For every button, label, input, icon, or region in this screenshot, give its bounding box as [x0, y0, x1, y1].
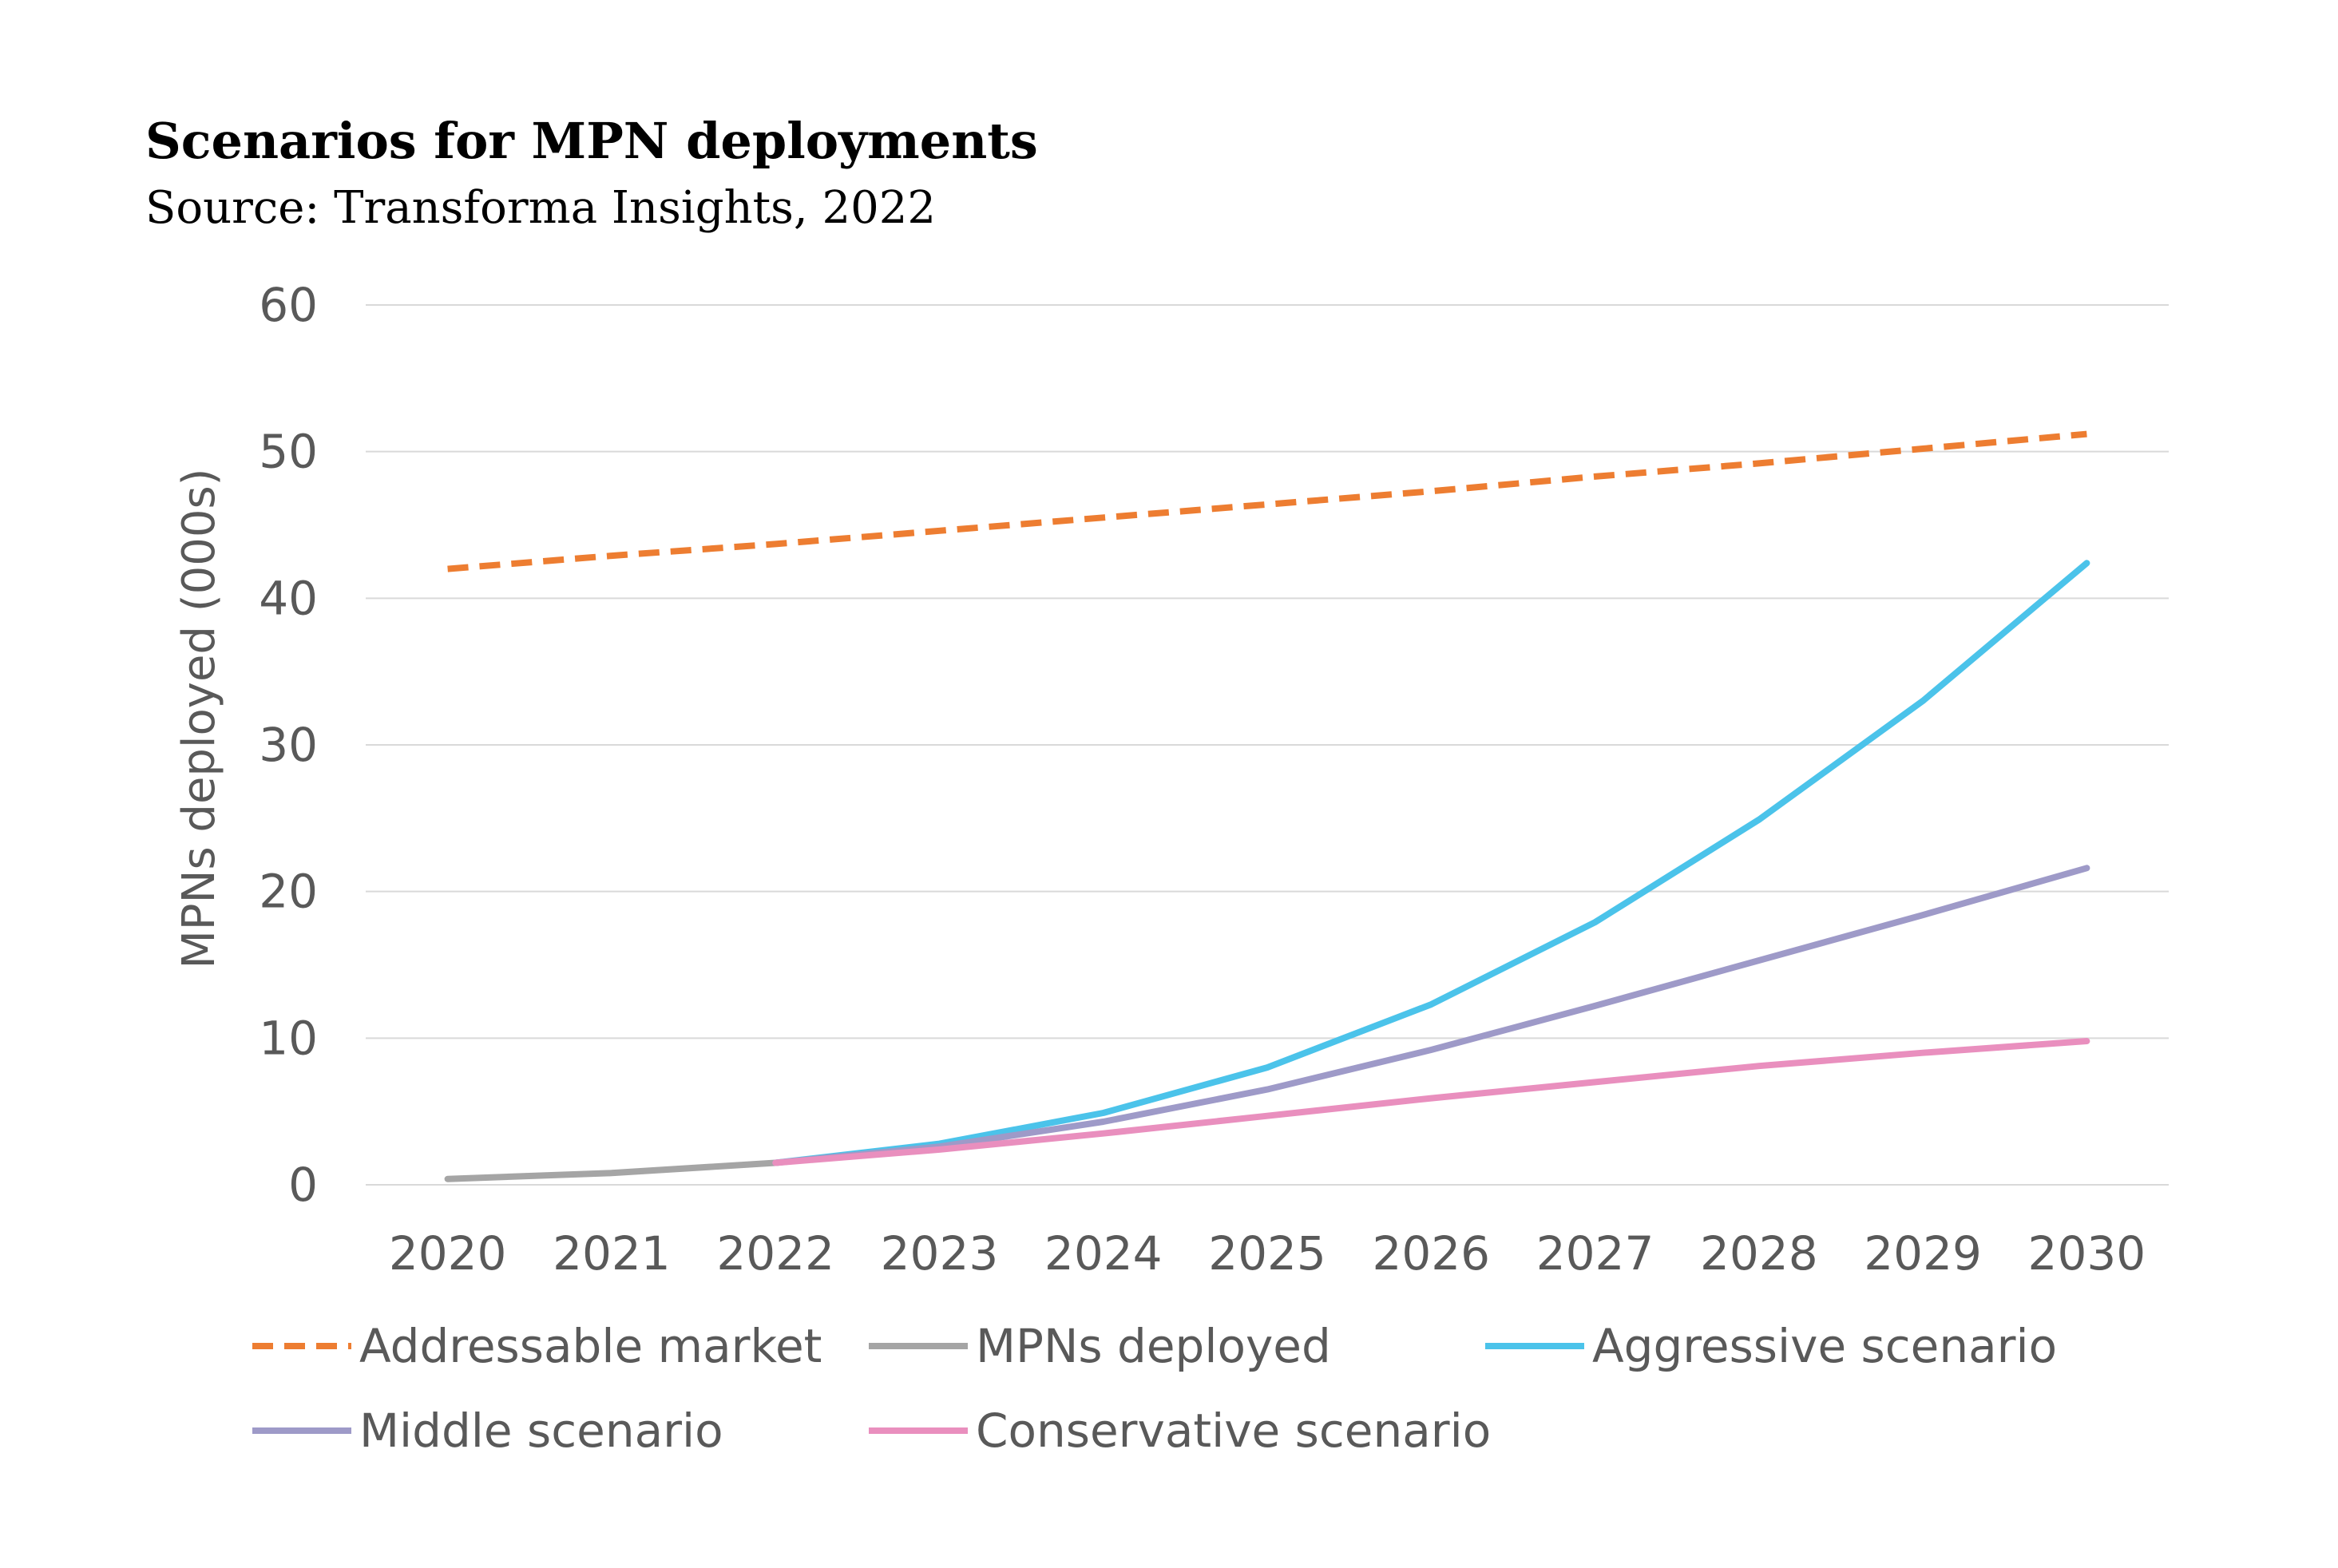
x-tick-label: 2026	[1372, 1226, 1490, 1281]
x-tick-label: 2020	[389, 1226, 507, 1281]
legend-label: Addressable market	[359, 1319, 822, 1373]
legend-label: Conservative scenario	[976, 1404, 1491, 1458]
x-axis-ticks: 2020 2021 2022 2023 2024 2025 2026 2027 2028 2029…	[389, 1226, 2146, 1281]
y-tick-label: 30	[259, 718, 318, 772]
legend-item: MPNs deployed	[869, 1319, 1331, 1373]
legend-item: Conservative scenario	[869, 1404, 1491, 1458]
y-tick-label: 0	[288, 1158, 318, 1212]
y-tick-label: 40	[259, 571, 318, 625]
y-tick-label: 20	[259, 865, 318, 919]
series-line-addressable-market	[447, 430, 2087, 572]
legend-item: Addressable market	[252, 1319, 822, 1373]
x-tick-label: 2029	[1864, 1226, 1982, 1281]
legend-label: Aggressive scenario	[1592, 1319, 2057, 1373]
chart-subtitle: Source: Transforma Insights, 2022	[145, 182, 937, 234]
x-tick-label: 2021	[553, 1226, 671, 1281]
y-tick-label: 50	[259, 425, 318, 479]
y-axis-ticks: 0 10 20 30 40 50 60	[259, 278, 318, 1212]
series-line-mpns-deployed	[444, 1159, 779, 1182]
y-tick-label: 60	[259, 278, 318, 332]
x-tick-label: 2024	[1044, 1226, 1163, 1281]
series-line-middle-scenario	[772, 865, 2090, 1166]
legend-item: Middle scenario	[252, 1404, 723, 1458]
series-line-conservative-scenario	[772, 1038, 2090, 1166]
x-tick-label: 2022	[716, 1226, 834, 1281]
series-layer	[444, 430, 2090, 1182]
legend-label: Middle scenario	[359, 1404, 723, 1458]
y-axis-title: MPNs deployed (000s)	[173, 468, 225, 968]
y-tick-label: 10	[259, 1011, 318, 1065]
x-tick-label: 2027	[1536, 1226, 1654, 1281]
legend: Addressable market MPNs deployed Aggressiv…	[252, 1319, 2057, 1458]
series-line-aggressive-scenario	[772, 560, 2090, 1166]
legend-label: MPNs deployed	[976, 1319, 1331, 1373]
chart-title: Scenarios for MPN deployments	[145, 112, 1038, 170]
legend-item: Aggressive scenario	[1485, 1319, 2057, 1373]
x-tick-label: 2030	[2028, 1226, 2146, 1281]
x-tick-label: 2025	[1208, 1226, 1326, 1281]
x-tick-label: 2028	[1700, 1226, 1818, 1281]
x-tick-label: 2023	[881, 1226, 999, 1281]
